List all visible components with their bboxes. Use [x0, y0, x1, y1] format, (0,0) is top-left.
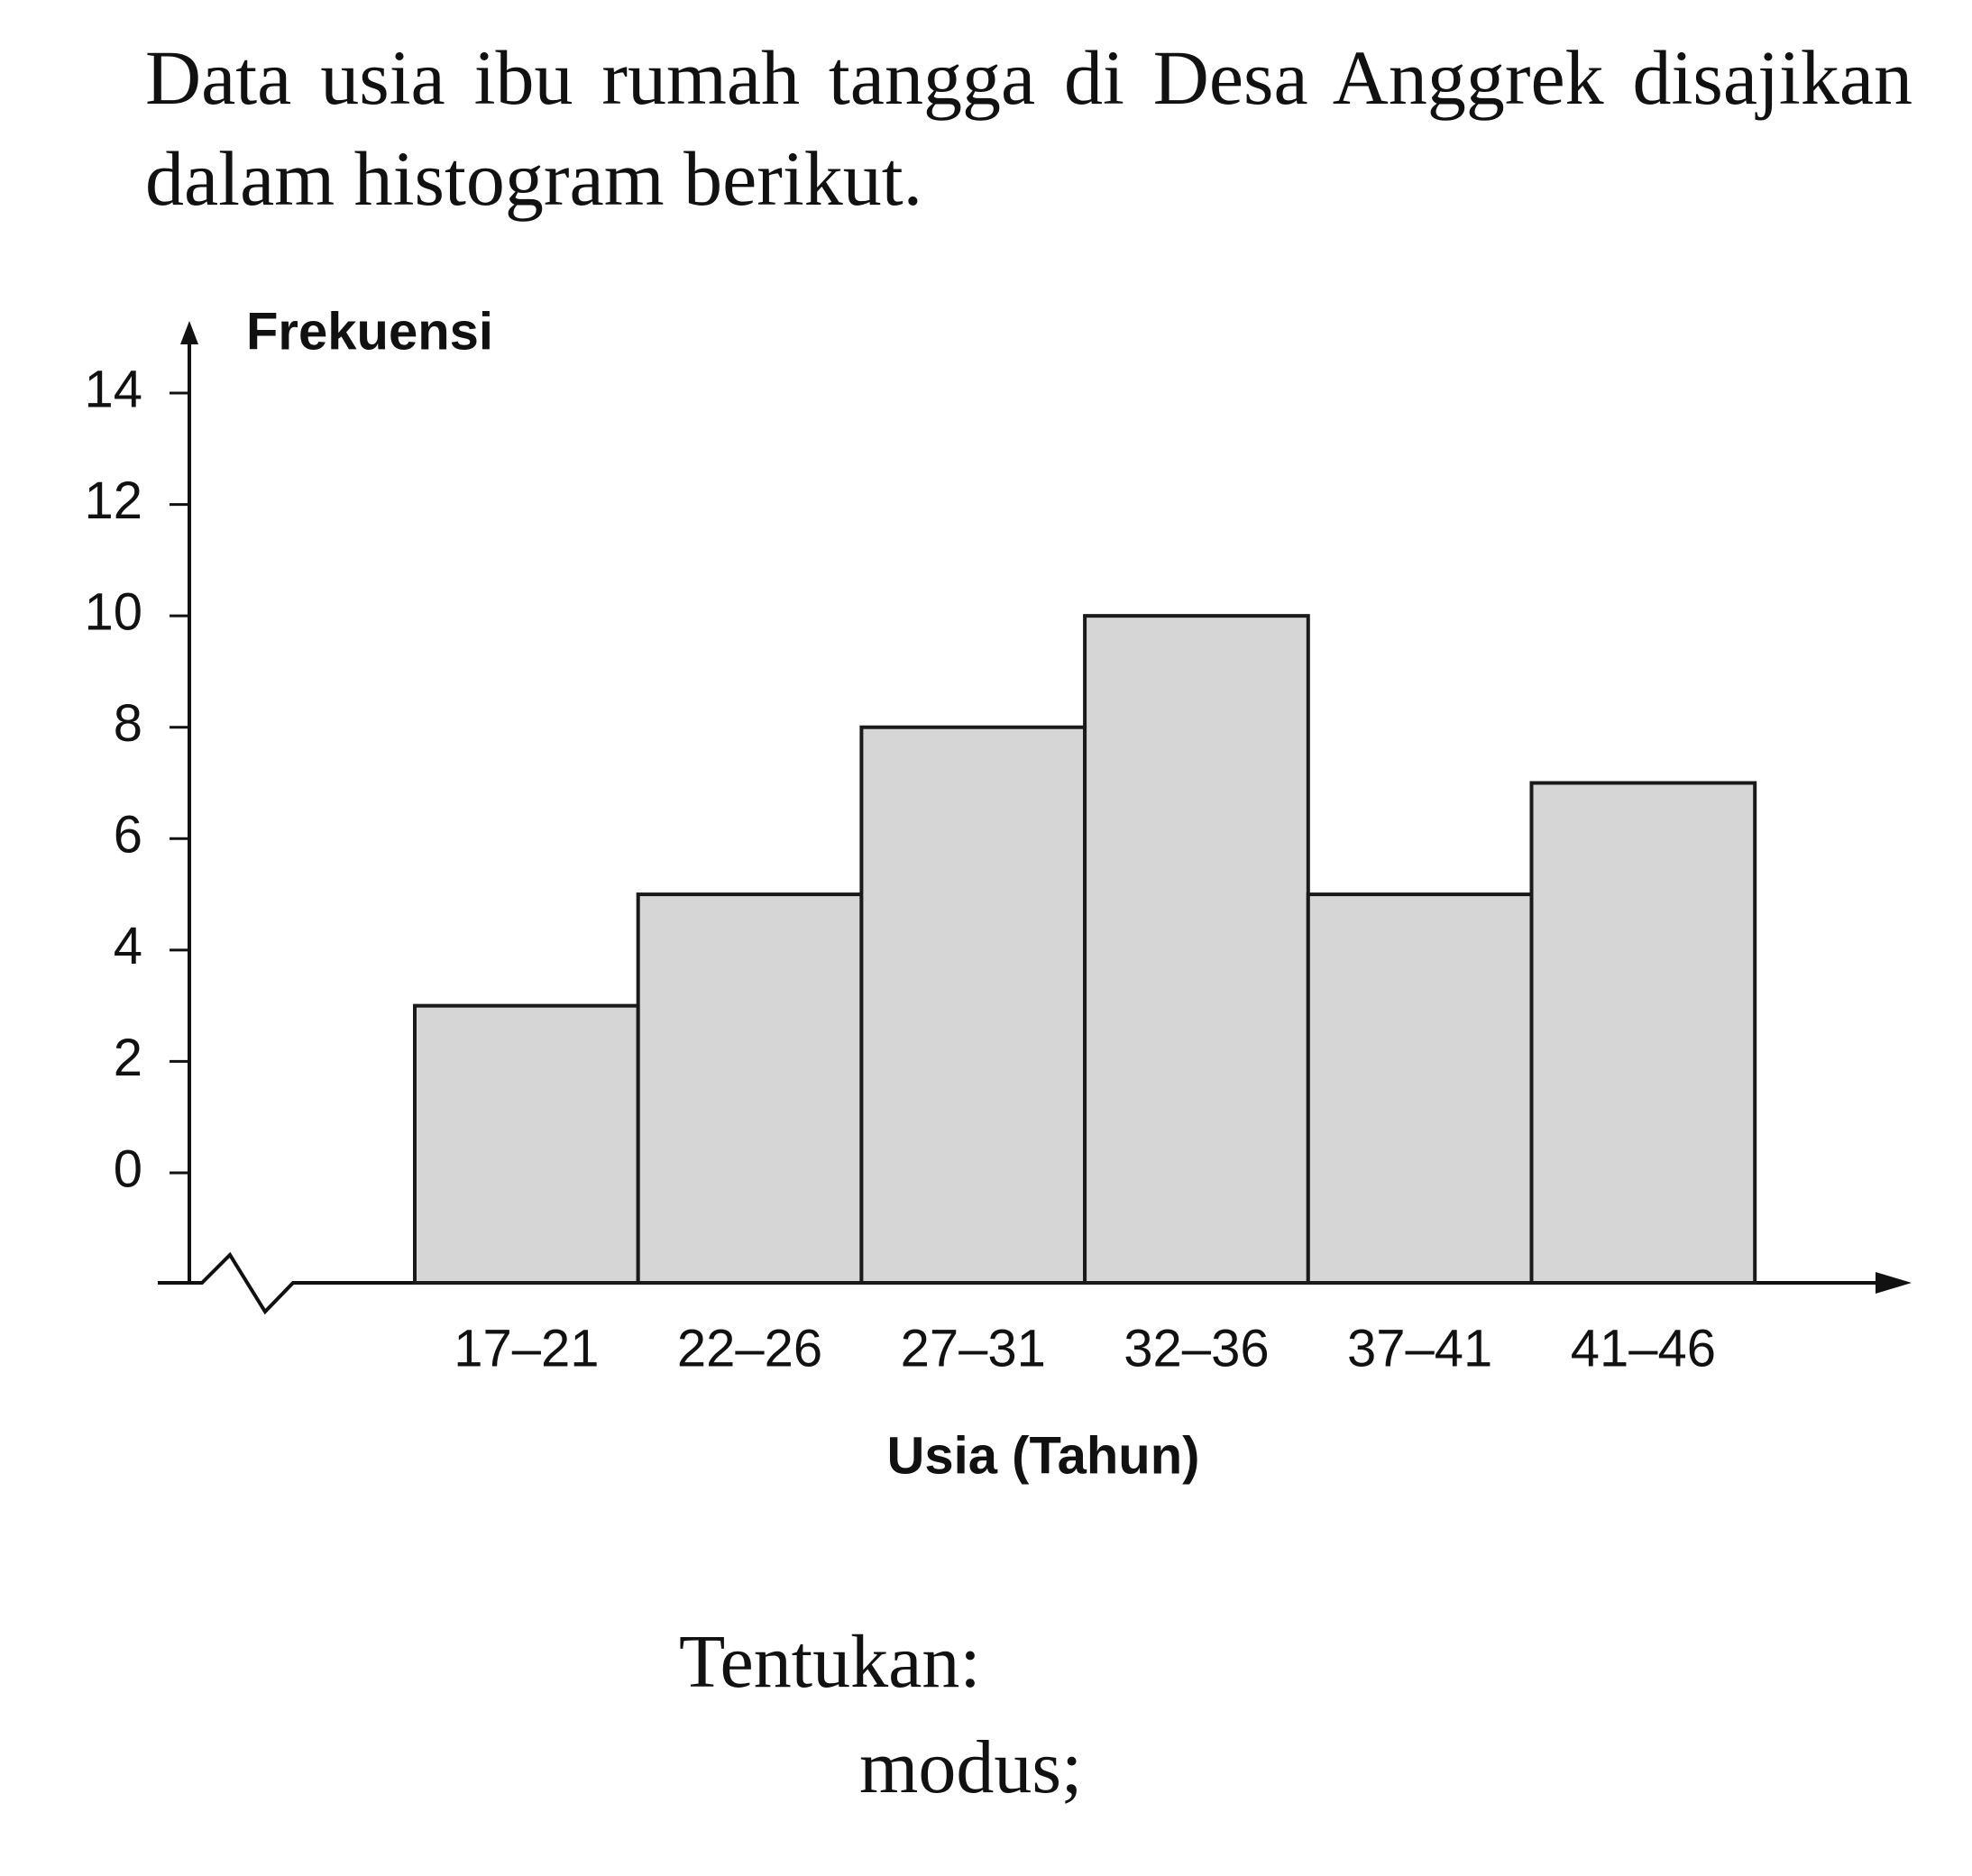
x-axis-arrow	[1876, 1272, 1912, 1294]
y-tick-label: 10	[84, 582, 142, 641]
x-tick-label: 27–31	[901, 1319, 1046, 1377]
bar	[859, 725, 1087, 1285]
y-tick-label: 12	[84, 471, 142, 530]
y-tick-label: 14	[84, 360, 142, 418]
bar	[1306, 892, 1534, 1285]
x-tick-label: 22–26	[677, 1319, 822, 1377]
y-tick-label: 8	[114, 694, 142, 753]
x-tick-label: 17–21	[454, 1319, 599, 1377]
bar	[1083, 614, 1310, 1285]
question-prompt: Tentukan:	[679, 1620, 981, 1704]
y-tick-label: 0	[114, 1139, 142, 1198]
bar	[636, 892, 864, 1285]
bar	[413, 1003, 640, 1285]
x-tick-label: 41–46	[1571, 1319, 1716, 1377]
bar	[1529, 781, 1757, 1285]
y-tick-label: 6	[114, 806, 142, 865]
y-tick-label: 2	[114, 1029, 142, 1087]
y-tick-label: 4	[114, 917, 142, 975]
x-axis-title: Usia (Tahun)	[887, 1426, 1200, 1485]
x-tick-label: 37–41	[1347, 1319, 1492, 1377]
question-item: modus;	[859, 1725, 1083, 1809]
x-tick-label: 32–36	[1124, 1319, 1269, 1377]
y-axis-arrow	[180, 321, 198, 344]
intro-text: Data usia ibu rumah tangga di Desa Anggr…	[145, 34, 1912, 222]
y-axis-title: Frekuensi	[246, 302, 493, 361]
